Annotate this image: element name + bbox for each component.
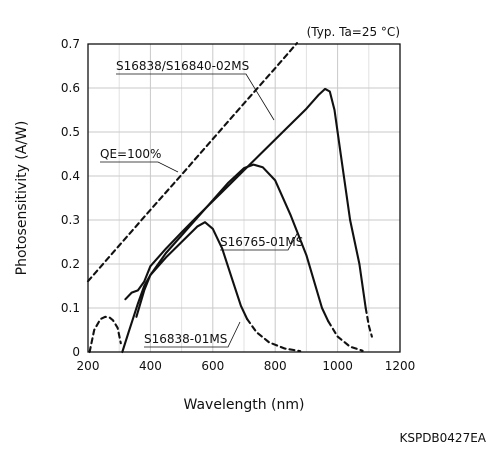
x-tick-label: 400 <box>139 359 162 373</box>
x-tick-label: 800 <box>264 359 287 373</box>
curves <box>86 42 373 354</box>
series-line-s16838-01ms-dashed <box>246 317 302 353</box>
annotation-label-s16838-01ms: S16838-01MS <box>144 332 227 346</box>
y-axis-label: Photosensitivity (A/W) <box>14 121 30 276</box>
x-axis-label: Wavelength (nm) <box>184 397 305 413</box>
y-tick-label: 0.5 <box>61 125 80 139</box>
figure-code: KSPDB0427EA <box>399 431 486 445</box>
y-tick-label: 0.3 <box>61 213 80 227</box>
series-line-s16838-01ms <box>121 221 249 354</box>
y-tick-label: 0.7 <box>61 37 80 51</box>
annotation-leader <box>116 73 275 121</box>
series-line-s16838-s16840-02ms-dashed <box>364 306 373 338</box>
series-line-s16838-s16840-02ms <box>124 87 367 310</box>
y-tick-label: 0.6 <box>61 81 80 95</box>
annotation-leader <box>144 321 241 348</box>
y-tick-label: 0.1 <box>61 301 80 315</box>
annotation-label-s16765-01ms: S16765-01MS <box>220 235 303 249</box>
series-line-s16765-01ms <box>135 163 330 323</box>
y-tick-label: 0.2 <box>61 257 80 271</box>
x-tick-label: 1200 <box>385 359 416 373</box>
annotation-labels: S16838/S16840-02MS QE=100% S16765-01MS S168… <box>100 59 303 346</box>
y-tick-label: 0 <box>72 345 80 359</box>
y-tick-label: 0.4 <box>61 169 80 183</box>
annotation-leaders <box>100 73 299 348</box>
x-tick-labels: 200 400 600 800 1000 1200 <box>77 359 416 373</box>
condition-note: (Typ. Ta=25 °C) <box>307 25 400 39</box>
x-tick-label: 1000 <box>322 359 353 373</box>
y-tick-labels: 0 0.1 0.2 0.3 0.4 0.5 0.6 0.7 <box>61 37 80 359</box>
grid <box>87 43 401 353</box>
series-line-qe-100-dashed <box>86 42 299 283</box>
x-tick-label: 600 <box>201 359 224 373</box>
annotation-leader <box>220 231 299 251</box>
plot-frame <box>87 43 401 353</box>
annotation-label-qe-100: QE=100% <box>100 147 161 161</box>
series-line-s16765-01ms-dashed <box>327 320 364 352</box>
annotation-label-s16838-s16840-02ms: S16838/S16840-02MS <box>116 59 249 73</box>
series-line-s16838-01ms-dashed <box>88 315 122 354</box>
annotation-leader <box>100 161 179 173</box>
x-tick-label: 200 <box>77 359 100 373</box>
